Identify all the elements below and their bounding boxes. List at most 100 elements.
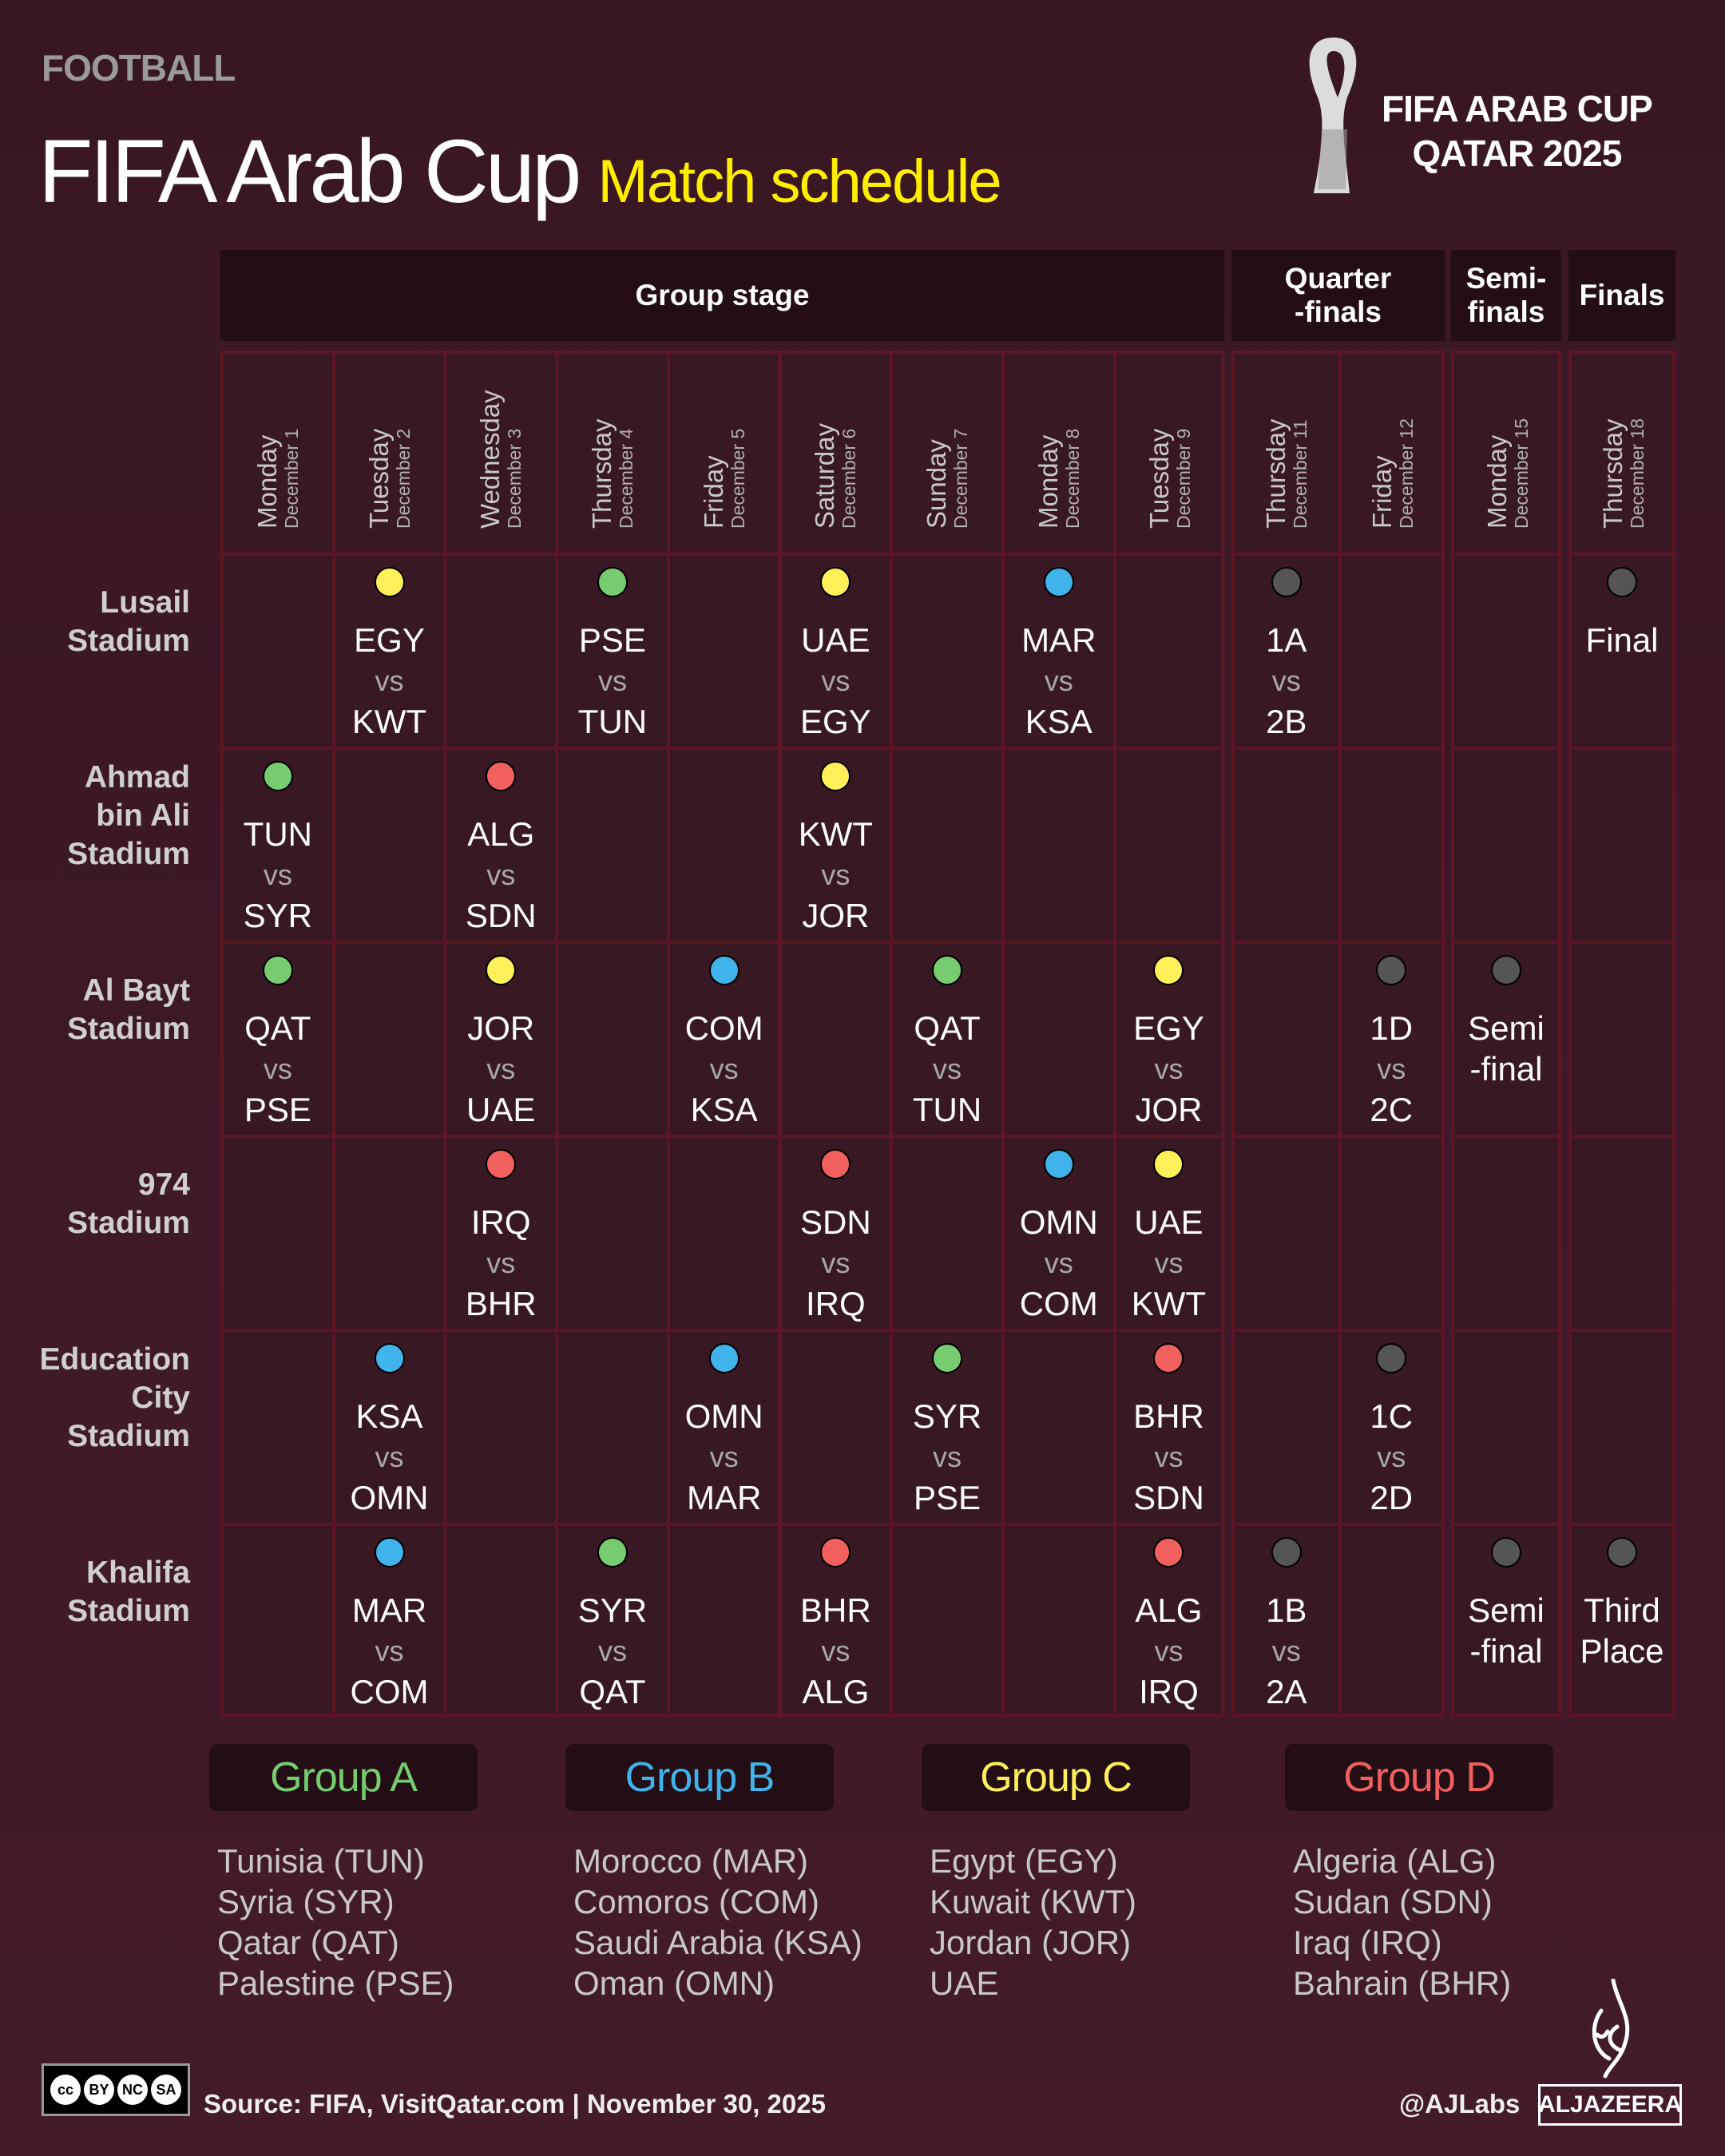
date-header: Thursday December 11 [1235,354,1338,553]
knockout-dot-icon [1376,955,1407,985]
empty-cell [224,1138,332,1329]
match-cell: IRQ vs BHR [446,1138,556,1329]
weekday: Thursday [586,418,617,529]
weekday: Friday [1367,455,1398,529]
empty-cell [1341,1138,1441,1329]
group-a-teams: Tunisia (TUN) Syria (SYR) Qatar (QAT) Pales… [217,1841,454,2003]
date-header: Thursday December 18 [1572,354,1672,553]
team-name: Jordan (JOR) [930,1924,1132,1961]
group-c-dot-icon [1153,955,1184,985]
group-b-dot-icon [1043,1149,1074,1179]
empty-cell [1454,556,1558,747]
team-label: UAE [466,1091,536,1128]
group-c-dot-icon [820,761,851,791]
knockout-dot-icon [1376,1343,1407,1373]
match-cell: KWT vs JOR [781,750,890,941]
team-label: QAT [914,1009,981,1047]
team-label: BHR [465,1285,537,1322]
empty-cell [1341,1526,1441,1714]
stage-header: Finals [1568,250,1675,341]
team-label: SDN [1133,1479,1204,1516]
date-label: Monday December 1 [252,345,303,529]
team-label: JOR [467,1009,535,1047]
empty-cell [1454,1138,1558,1329]
team-label: ALG [802,1673,870,1710]
weekday: Sunday [922,439,952,529]
by-icon: BY [84,2075,114,2105]
empty-cell [1235,1138,1338,1329]
team-name: Saudi Arabia (KSA) [573,1924,862,1961]
match-cell: OMN vs COM [1004,1138,1113,1329]
team-name: Qatar (QAT) [217,1924,399,1961]
team-label: TUN [243,815,312,853]
team-label: IRQ [806,1285,866,1322]
title-main: FIFA Arab Cup [38,121,581,221]
group-b-teams: Morocco (MAR) Comoros (COM) Saudi Arabia (… [573,1841,862,2003]
empty-cell [446,1526,556,1714]
date-header: Thursday December 4 [558,354,667,553]
knockout-dot-icon [1607,1537,1637,1567]
team-label: MAR [351,1591,427,1629]
venue-label: Lusail Stadium [67,585,190,658]
group-c-dot-icon [1153,1149,1184,1179]
weekday: Monday [1482,434,1512,529]
vs-label: vs [821,858,851,891]
empty-cell [1341,750,1441,941]
date: December 8 [1061,428,1083,529]
empty-cell [1341,556,1441,747]
team-label: KSA [355,1397,423,1435]
venue-label: Ahmad bin Ali Stadium [67,759,190,871]
empty-cell [558,1332,667,1523]
date-header: Tuesday December 2 [335,354,444,553]
match-cell: MAR vs COM [335,1526,444,1714]
weekday: Tuesday [1144,428,1175,529]
date: December 15 [1511,418,1532,529]
team-label: Third [1584,1591,1660,1629]
match-cell: SYR vs QAT [558,1526,667,1714]
vs-label: vs [263,858,292,891]
date-label: Tuesday December 2 [364,345,415,529]
knockout-dot-icon [1607,567,1637,597]
empty-cell [1116,750,1222,941]
date: December 7 [950,428,972,529]
date-label: Monday December 15 [1482,345,1533,529]
empty-cell [1235,750,1338,941]
match-cell: 1D vs 2C [1341,944,1441,1135]
group-c-dot-icon [374,567,405,597]
team-label: EGY [1133,1009,1204,1047]
vs-label: vs [1044,1246,1073,1279]
team-name: Oman (OMN) [573,1964,775,2002]
team-label: Final [1585,621,1659,659]
team-label: COM [350,1673,429,1710]
team-label: SYR [912,1397,982,1435]
group-c-dot-icon [486,955,517,985]
vs-label: vs [1044,664,1073,697]
weekday: Thursday [1260,418,1291,529]
date-label: Thursday December 11 [1260,345,1312,529]
date-header: Monday December 1 [224,354,332,553]
vs-label: vs [821,664,851,697]
vs-label: vs [597,1635,627,1667]
date-label: Friday December 5 [699,345,750,529]
date: December 1 [280,428,302,529]
vs-label: vs [933,1052,962,1085]
match-cell: JOR vs UAE [446,944,556,1135]
match-cell: UAE vs KWT [1116,1138,1222,1329]
team-label: IRQ [1139,1673,1199,1710]
group-d-dot-icon [820,1537,851,1567]
empty-cell [558,944,667,1135]
group-b-dot-icon [708,1343,740,1373]
date: December 18 [1627,418,1648,529]
aljazeera-calligraphy-icon [1592,1979,1630,2079]
group-b-dot-icon [1043,567,1074,597]
team-name: Egypt (EGY) [930,1842,1118,1880]
team-label: BHR [1133,1397,1204,1435]
team-name: Morocco (MAR) [573,1842,809,1880]
team-label: OMN [684,1397,763,1435]
team-label: PSE [914,1479,981,1516]
empty-cell [335,944,444,1135]
weekday: Wednesday [475,390,506,529]
group-d-dot-icon [1153,1537,1184,1567]
group-d-teams: Algeria (ALG) Sudan (SDN) Iraq (IRQ) Bahrai… [1293,1841,1511,2003]
team-name: Tunisia (TUN) [217,1842,425,1880]
